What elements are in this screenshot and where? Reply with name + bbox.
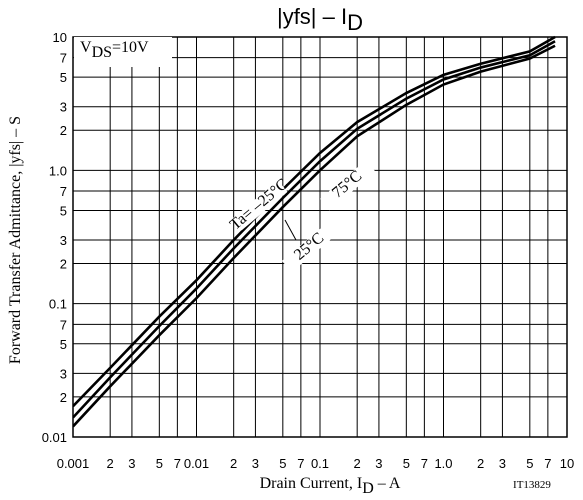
x-tick-label: 0.1 (311, 456, 329, 471)
x-tick-label: 3 (252, 456, 259, 471)
y-tick-label: 0.1 (49, 297, 67, 312)
x-title-rest: – A (374, 475, 401, 492)
x-tick-label: 5 (403, 456, 410, 471)
y-tick-label: 0.01 (42, 430, 67, 445)
y-tick-label: 1.0 (49, 163, 67, 178)
chart-title: |yfs| – ID (277, 4, 363, 35)
title-sub: D (347, 10, 363, 35)
x-tick-label: 7 (421, 456, 428, 471)
y-tick-label: 5 (60, 203, 67, 218)
x-tick-label: 2 (107, 456, 114, 471)
title-main: |yfs| – I (277, 4, 347, 29)
cond-rest: =10V (112, 39, 149, 56)
x-tick-label: 7 (297, 456, 304, 471)
y-tick-label: 7 (60, 317, 67, 332)
x-tick-label: 0.001 (57, 456, 90, 471)
condition-bg (74, 37, 172, 67)
y-tick-label: 10 (53, 30, 67, 45)
y-tick-label: 2 (60, 257, 67, 272)
series-line (73, 40, 556, 419)
y-tick-label: 3 (60, 100, 67, 115)
x-tick-label: 2 (354, 456, 361, 471)
x-tick-label: 3 (128, 456, 135, 471)
series-label-bg (231, 180, 288, 231)
plot-frame (72, 36, 568, 438)
x-title-main: Drain Current, I (260, 475, 363, 492)
y-tick-label: 5 (60, 70, 67, 85)
series-label-bg (281, 222, 338, 273)
x-tick-label: 7 (174, 456, 181, 471)
x-tick-label: 10 (560, 456, 574, 471)
series-label-bg (319, 160, 376, 211)
cond-sub: DS (92, 44, 112, 61)
x-tick-label: 5 (279, 456, 286, 471)
label-arrow (284, 219, 297, 241)
x-title-sub: D (362, 480, 374, 497)
x-tick-label: 3 (375, 456, 382, 471)
y-tick-label: 2 (60, 123, 67, 138)
x-tick-label: 2 (477, 456, 484, 471)
y-tick-label: 3 (60, 233, 67, 248)
figure-id: IT13829 (513, 479, 551, 491)
x-tick-label: 3 (499, 456, 506, 471)
y-tick-label: 2 (60, 390, 67, 405)
y-tick-label: 7 (60, 51, 67, 66)
x-tick-label: 5 (526, 456, 533, 471)
x-tick-label: 1.0 (434, 456, 452, 471)
y-tick-label: 5 (60, 337, 67, 352)
x-tick-label: 7 (544, 456, 551, 471)
x-tick-label: 0.01 (184, 456, 209, 471)
series-label: Ta= –25°C (227, 176, 291, 234)
x-tick-label: 2 (230, 456, 237, 471)
x-tick-label: 5 (156, 456, 163, 471)
series-line (73, 44, 556, 428)
x-axis-title: Drain Current, ID – A (260, 475, 401, 497)
condition: VDS=10V (80, 39, 149, 61)
y-axis-title: Forward Transfer Admittance, |yfs| – S (7, 116, 24, 364)
y-tick-label: 3 (60, 366, 67, 381)
series-line (73, 35, 556, 408)
cond-main: V (80, 39, 92, 56)
y-tick-label: 7 (60, 184, 67, 199)
